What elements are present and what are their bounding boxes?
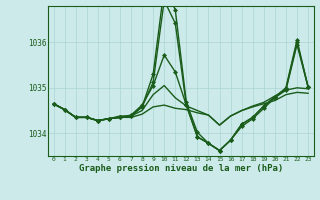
X-axis label: Graphe pression niveau de la mer (hPa): Graphe pression niveau de la mer (hPa) xyxy=(79,164,283,173)
